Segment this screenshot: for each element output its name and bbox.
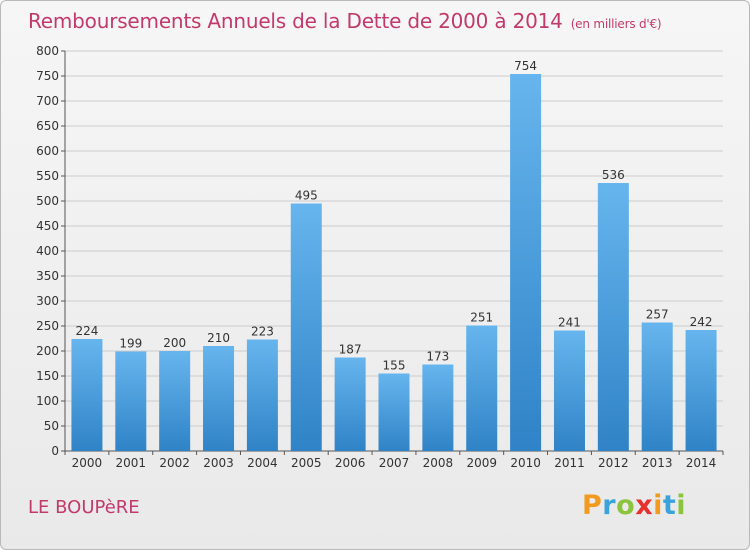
- bar-2008: [422, 364, 454, 451]
- y-tick-label: 350: [36, 269, 59, 283]
- x-tick-label-2002: 2002: [159, 456, 190, 470]
- data-label-2013: 257: [646, 308, 669, 322]
- bar-2003: [203, 346, 235, 451]
- data-label-2002: 200: [163, 336, 186, 350]
- y-tick-label: 100: [36, 394, 59, 408]
- data-label-2001: 199: [119, 337, 142, 351]
- x-tick-label-2005: 2005: [291, 456, 322, 470]
- y-tick-label: 0: [51, 444, 59, 458]
- bar-2013: [641, 322, 673, 451]
- data-label-2014: 242: [690, 315, 713, 329]
- logo-letter: r: [602, 490, 617, 521]
- logo-letter: t: [662, 490, 677, 521]
- data-label-2003: 210: [207, 331, 230, 345]
- logo-letter: i: [653, 490, 663, 521]
- y-tick-label: 300: [36, 294, 59, 308]
- data-label-2012: 536: [602, 168, 625, 182]
- bars: [71, 74, 717, 451]
- bar-2012: [597, 183, 629, 451]
- y-tick-label: 200: [36, 344, 59, 358]
- data-label-2008: 173: [426, 350, 449, 364]
- bar-2006: [334, 357, 366, 451]
- bar-2005: [290, 203, 322, 451]
- chart-subtitle: (en milliers d'€): [570, 17, 662, 31]
- x-tick-label-2004: 2004: [247, 456, 278, 470]
- bar-2011: [553, 330, 585, 451]
- x-tick-label-2013: 2013: [642, 456, 673, 470]
- data-label-2004: 223: [251, 325, 274, 339]
- bar-2000: [71, 339, 103, 451]
- y-tick-label: 50: [44, 419, 59, 433]
- y-tick-label: 650: [36, 119, 59, 133]
- y-tick-label: 550: [36, 169, 59, 183]
- y-tick-label: 700: [36, 94, 59, 108]
- data-label-2010: 754: [514, 59, 537, 73]
- data-label-2005: 495: [295, 189, 318, 203]
- x-tick-label-2006: 2006: [335, 456, 366, 470]
- axes: 0 50 100 150 200 250 300 350 400 450 500 550 600 650 7…: [36, 44, 724, 470]
- y-tick-label: 600: [36, 144, 59, 158]
- data-label-2007: 155: [383, 359, 406, 373]
- x-tick-label-2008: 2008: [423, 456, 454, 470]
- bar-2002: [159, 351, 191, 451]
- bar-2014: [685, 330, 717, 451]
- data-label-2000: 224: [75, 324, 98, 338]
- bar-2001: [115, 351, 147, 451]
- data-labels: 224 199 200 210 223 495 187 155 173 251 754 241 536 2…: [75, 59, 712, 373]
- y-tick-label: 800: [36, 44, 59, 58]
- logo-letter: x: [635, 490, 654, 521]
- x-tick-label-2010: 2010: [510, 456, 541, 470]
- x-tick-label-2001: 2001: [116, 456, 147, 470]
- data-label-2006: 187: [339, 343, 362, 357]
- y-tick-label: 750: [36, 69, 59, 83]
- bar-2010: [510, 74, 542, 451]
- x-tick-label-2009: 2009: [466, 456, 497, 470]
- y-tick-label: 450: [36, 219, 59, 233]
- x-tick-label-2012: 2012: [598, 456, 629, 470]
- y-tick-label: 400: [36, 244, 59, 258]
- x-tick-label-2003: 2003: [203, 456, 234, 470]
- x-tick-label-2014: 2014: [686, 456, 717, 470]
- data-label-2011: 241: [558, 316, 581, 330]
- bar-2009: [466, 325, 498, 451]
- y-tick-label: 250: [36, 319, 59, 333]
- y-tick-label: 500: [36, 194, 59, 208]
- logo-letter: o: [616, 490, 636, 521]
- x-tick-label-2007: 2007: [379, 456, 410, 470]
- chart-title-text: Remboursements Annuels de la Dette de 20…: [28, 9, 563, 33]
- commune-name: LE BOUPèRE: [28, 497, 140, 518]
- proxiti-logo: Proxiti: [582, 490, 686, 521]
- logo-letter: i: [676, 490, 687, 521]
- x-tick-label-2000: 2000: [72, 456, 103, 470]
- bar-2004: [246, 339, 278, 451]
- data-label-2009: 251: [470, 311, 493, 325]
- y-tick-label: 150: [36, 369, 59, 383]
- bar-2007: [378, 373, 410, 451]
- chart-title: Remboursements Annuels de la Dette de 20…: [28, 9, 662, 33]
- logo-letter: P: [582, 490, 603, 521]
- x-tick-label-2011: 2011: [554, 456, 585, 470]
